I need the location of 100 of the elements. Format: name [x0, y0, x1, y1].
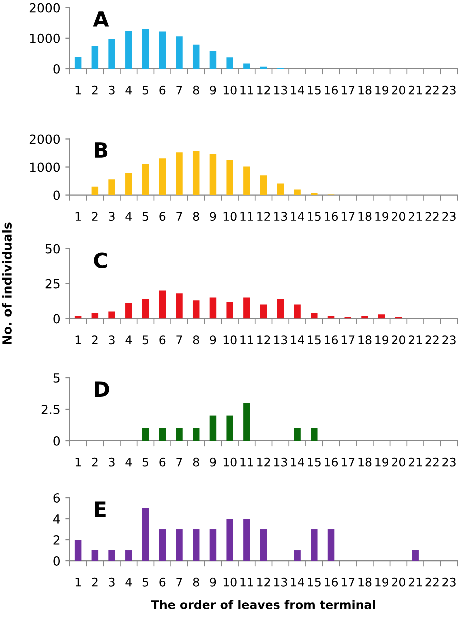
x-tick-label: 4: [126, 212, 132, 221]
x-tick-label: 15: [308, 212, 321, 222]
x-tick-label: 21: [408, 336, 422, 344]
bar: [260, 176, 268, 196]
x-tick-label: 12: [258, 458, 270, 467]
x-tick-label: 3: [109, 86, 115, 95]
x-tick-label: 20: [392, 86, 406, 95]
x-tick-label: 1: [76, 212, 81, 221]
x-tick-label: 6: [160, 578, 166, 587]
y-tick-label: 0: [54, 314, 60, 324]
bar: [362, 316, 368, 319]
bar: [92, 313, 99, 319]
x-tick-label: 16: [325, 336, 338, 345]
x-tick-label: 3: [109, 458, 115, 467]
bar: [226, 58, 234, 69]
bar: [176, 530, 183, 562]
x-tick-label: 22: [426, 86, 439, 95]
bar: [294, 428, 301, 441]
x-tick-label: 9: [210, 336, 216, 345]
x-tick-label: 9: [210, 458, 216, 467]
x-tick-label: 23: [442, 212, 456, 222]
x-tick-label: 15: [308, 86, 321, 95]
x-tick-label: 12: [258, 336, 270, 344]
bar: [244, 403, 250, 441]
bar: [210, 298, 217, 319]
x-tick-label: 5: [142, 212, 148, 222]
y-tick-label: 25: [46, 279, 60, 289]
x-tick-label: 11: [240, 578, 254, 587]
bar: [192, 300, 200, 319]
x-tick-label: 20: [392, 212, 406, 222]
x-tick-label: 13: [274, 336, 288, 345]
bar: [92, 550, 99, 562]
x-tick-label: 1: [76, 578, 81, 587]
y-tick-label: 6: [54, 493, 60, 503]
x-tick-label: 21: [408, 578, 422, 587]
x-tick-label: 18: [358, 212, 372, 222]
x-tick-label: 2: [92, 212, 98, 221]
bar: [328, 530, 335, 562]
bar: [192, 428, 200, 441]
x-tick-label: 4: [126, 578, 132, 587]
bar: [108, 312, 116, 319]
x-tick-label: 11: [240, 212, 254, 221]
x-tick-label: 13: [274, 578, 288, 587]
x-tick-label: 14: [291, 212, 304, 221]
y-tick-label: 50: [46, 244, 60, 254]
x-tick-label: 22: [426, 336, 439, 344]
x-tick-label: 20: [392, 578, 406, 587]
bar: [244, 166, 250, 196]
x-tick-label: 7: [176, 578, 182, 587]
bar: [92, 46, 99, 69]
x-tick-label: 23: [442, 458, 456, 467]
x-tick-label: 22: [426, 458, 439, 467]
x-tick-label: 10: [224, 212, 237, 222]
bar: [260, 304, 268, 319]
y-axis-title: No. of individuals: [2, 222, 12, 344]
bar: [176, 294, 183, 319]
x-tick-label: 3: [109, 212, 115, 222]
bar: [244, 298, 250, 319]
x-tick-label: 20: [392, 336, 406, 345]
y-tick-label: 0: [54, 556, 60, 566]
x-tick-label: 17: [342, 86, 355, 95]
x-tick-label: 11: [240, 336, 254, 344]
x-tick-label: 14: [291, 578, 304, 587]
x-tick-label: 9: [210, 86, 216, 95]
x-tick-label: 7: [176, 212, 182, 221]
bar: [244, 519, 250, 562]
x-tick-label: 10: [224, 86, 237, 95]
x-tick-label: 12: [258, 578, 270, 587]
x-tick-label: 9: [210, 578, 216, 587]
x-tick-label: 13: [274, 212, 288, 222]
x-tick-label: 12: [258, 212, 270, 221]
bar: [210, 530, 217, 562]
bar: [192, 530, 200, 562]
x-tick-label: 18: [358, 336, 372, 345]
x-tick-label: 18: [358, 578, 372, 587]
y-tick-label: 1000: [30, 34, 60, 44]
x-tick-label: 1: [76, 458, 81, 467]
x-tick-label: 1: [76, 336, 81, 344]
bar: [226, 416, 234, 441]
bar: [159, 530, 166, 562]
bar: [226, 302, 234, 319]
x-tick-label: 3: [109, 578, 115, 587]
x-tick-label: 20: [392, 458, 406, 467]
x-tick-label: 11: [240, 86, 254, 95]
bar: [294, 304, 301, 319]
x-tick-label: 2: [92, 86, 98, 95]
bar: [294, 190, 301, 196]
x-tick-label: 10: [224, 458, 237, 467]
y-tick-label: 1000: [30, 162, 60, 172]
y-tick-label: 4: [54, 514, 60, 524]
chart-title: B: [95, 142, 108, 158]
bar: [159, 290, 166, 319]
x-tick-label: 16: [325, 578, 338, 587]
bar: [74, 57, 82, 69]
x-tick-label: 4: [126, 86, 132, 95]
x-tick-label: 11: [240, 458, 254, 467]
x-tick-label: 23: [442, 86, 456, 95]
x-tick-label: 7: [176, 336, 182, 344]
bar: [126, 550, 132, 562]
bar: [142, 164, 150, 196]
